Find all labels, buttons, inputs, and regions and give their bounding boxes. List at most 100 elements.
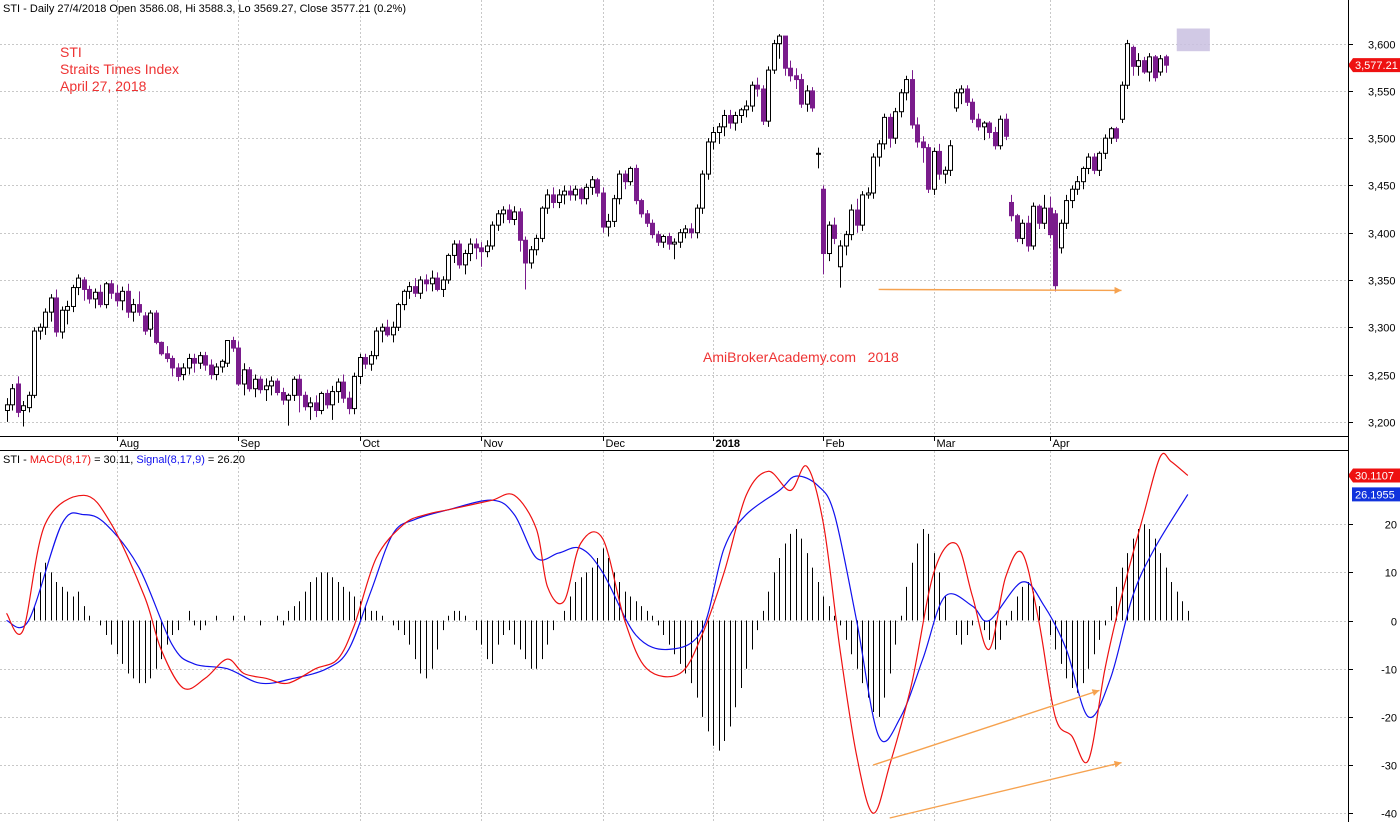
candle-body	[463, 253, 468, 266]
price-candle	[452, 240, 457, 263]
candle-body	[634, 167, 639, 202]
candle-body	[131, 304, 136, 313]
macd-arrows	[872, 689, 1122, 819]
price-candle	[706, 138, 711, 180]
candle-body	[799, 79, 804, 105]
candle-body	[319, 392, 324, 411]
candle-body	[314, 402, 319, 411]
macd-ytick-label: -40	[1381, 809, 1397, 821]
candle-body	[396, 304, 401, 328]
price-candle	[1031, 202, 1036, 250]
support-arrow-head	[1114, 286, 1122, 294]
price-candle	[943, 166, 948, 184]
candle-body	[948, 145, 953, 171]
price-candle	[43, 308, 48, 335]
candle-body	[584, 186, 589, 200]
price-candle	[32, 327, 37, 399]
candle-body	[60, 309, 65, 333]
price-ytick-label: 3,200	[1368, 418, 1396, 430]
price-candle	[413, 278, 418, 298]
price-candle	[882, 113, 887, 150]
price-candle	[1114, 126, 1119, 142]
price-candle	[998, 115, 1003, 150]
price-ytick-label: 3,600	[1368, 40, 1396, 52]
price-candle	[959, 85, 964, 105]
candle-body	[512, 211, 517, 220]
price-candle	[623, 170, 628, 190]
candle-body	[286, 394, 291, 401]
price-candle	[612, 194, 617, 228]
candle-body	[407, 286, 412, 292]
price-candle	[418, 276, 423, 299]
candle-body	[264, 385, 269, 391]
candle-body	[507, 209, 512, 220]
candle-body	[717, 126, 722, 134]
price-candle	[904, 75, 909, 101]
price-candle	[1097, 151, 1102, 176]
candle-body	[457, 243, 462, 266]
macd-ytick-label: 20	[1385, 520, 1397, 532]
price-candle	[805, 85, 810, 112]
candle-body	[1026, 222, 1031, 247]
candle-body	[1136, 60, 1141, 67]
price-candle	[275, 378, 280, 396]
price-candle	[866, 187, 871, 199]
price-candle	[347, 391, 352, 415]
price-gridlines	[0, 0, 1348, 436]
signal-line	[6, 475, 1189, 743]
price-candle	[1164, 54, 1169, 73]
candle-body	[148, 312, 153, 330]
price-candle	[645, 210, 650, 228]
price-candle	[396, 302, 401, 332]
macd-panel: -40 -30 -20 -10 0 10 20 STI - MACD(8,17) = 30.…	[0, 451, 1400, 822]
candle-body	[689, 228, 694, 234]
price-ytick-label: 3,500	[1368, 134, 1396, 146]
price-candle	[98, 284, 103, 308]
candle-body	[54, 297, 59, 333]
candle-body	[551, 194, 556, 203]
price-xtick-label: Oct	[363, 438, 380, 450]
price-candle	[926, 143, 931, 194]
price-candle	[689, 223, 694, 239]
macd-ytick-label: -30	[1381, 761, 1397, 773]
candle-body	[402, 290, 407, 306]
candle-body	[308, 402, 313, 408]
price-candle	[203, 351, 208, 371]
candle-body	[38, 326, 43, 332]
price-candle	[16, 376, 21, 418]
macd-ytick-label: 0	[1391, 617, 1397, 629]
price-candle	[380, 323, 385, 343]
price-candle	[441, 276, 446, 298]
price-candle	[336, 378, 341, 403]
price-candle	[209, 359, 214, 380]
price-candle	[198, 351, 203, 369]
candle-body	[888, 116, 893, 139]
price-xtick-label: 2018	[716, 438, 740, 450]
price-candle	[286, 393, 291, 426]
candle-body	[21, 405, 26, 411]
candle-body	[645, 213, 650, 224]
candle-body	[170, 357, 175, 369]
candle-body	[601, 192, 606, 228]
divergence-arrow-head	[1091, 689, 1100, 696]
price-candle	[247, 366, 252, 392]
candle-body	[220, 360, 225, 368]
candle-body	[739, 109, 744, 116]
candle-body	[32, 330, 37, 396]
macd-value-tag: 30.1107	[1348, 468, 1400, 483]
candle-body	[275, 380, 280, 394]
price-candle	[965, 85, 970, 107]
price-candle	[1026, 215, 1031, 252]
price-candle	[1037, 204, 1042, 229]
price-candle	[1136, 53, 1141, 76]
price-candle	[49, 294, 54, 322]
price-candle	[1158, 54, 1163, 76]
candle-body	[706, 141, 711, 175]
candle-body	[435, 277, 440, 290]
price-candle	[761, 85, 766, 125]
candle-body	[325, 392, 330, 406]
candle-body	[921, 141, 926, 149]
price-candle	[855, 198, 860, 233]
candle-body	[915, 124, 920, 143]
macd-header: STI - MACD(8,17) = 30.11, Signal(8,17,9)…	[3, 454, 245, 466]
